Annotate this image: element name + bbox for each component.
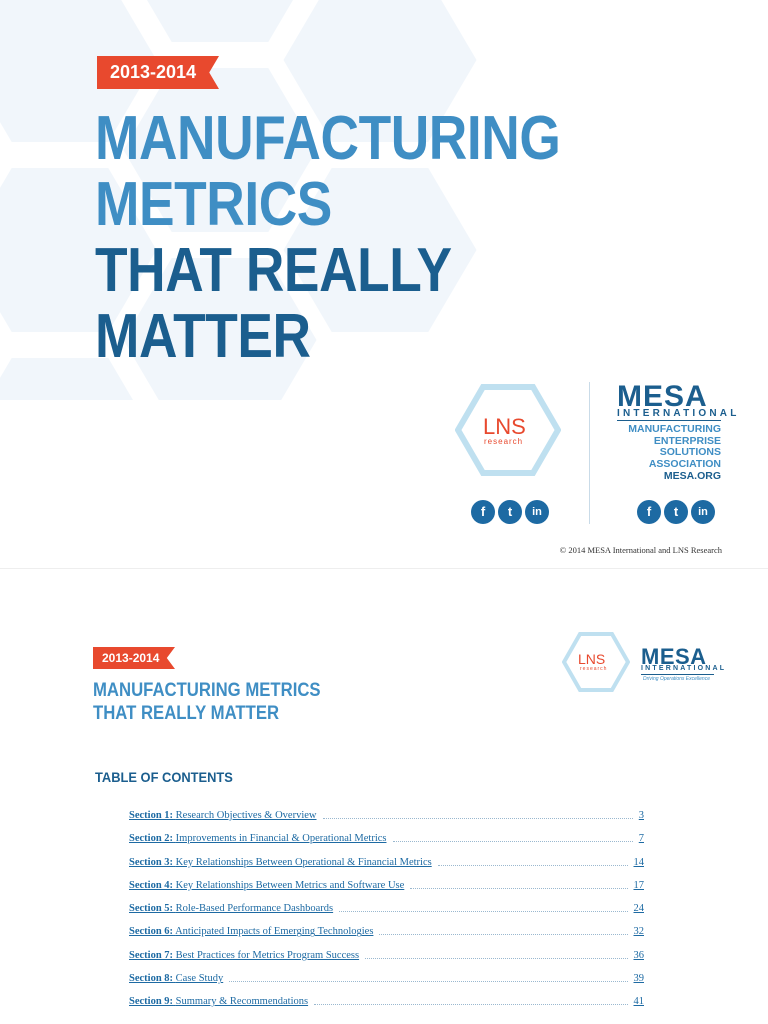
mesa-url[interactable]: MESA.ORG xyxy=(663,470,721,482)
cover-title-line-3: THAT REALLY MATTER xyxy=(95,236,451,371)
toc-link[interactable]: Section 5: Role-Based Performance Dashbo… xyxy=(129,902,333,916)
linkedin-icon[interactable]: in xyxy=(525,500,549,524)
toc-section-number: Section 9: xyxy=(129,996,174,1008)
toc-section-number: Section 7: xyxy=(129,949,174,961)
toc-section-number: Section 4: xyxy=(129,879,174,891)
logo-divider xyxy=(589,382,590,524)
toc-section-number: Section 3: xyxy=(129,856,174,868)
copyright-notice: © 2014 MESA International and LNS Resear… xyxy=(559,545,722,555)
toc-leader-dots xyxy=(379,925,628,936)
lns-research-logo: LNS research xyxy=(455,384,561,476)
toc-section-title: Key Relationships Between Metrics and So… xyxy=(175,879,405,891)
toc-leader-dots xyxy=(229,972,628,983)
toc-row: Section 4: Key Relationships Between Met… xyxy=(129,879,644,902)
linkedin-icon[interactable]: in xyxy=(691,500,715,524)
toc-page-number[interactable]: 24 xyxy=(633,903,645,915)
toc-page-number[interactable]: 39 xyxy=(633,973,645,985)
toc-leader-dots xyxy=(437,856,628,866)
mesa-wordmark-small: MESA xyxy=(641,644,707,669)
lns-subtext: research xyxy=(484,437,524,446)
cover-title-line-1: MANUFACTURING xyxy=(95,104,561,173)
toc-link[interactable]: Section 1: Research Objectives & Overvie… xyxy=(129,809,317,823)
mesa-international-small: INTERNATIONAL xyxy=(641,665,727,672)
toc-leader-dots xyxy=(392,832,633,843)
toc-leader-dots xyxy=(365,949,628,959)
toc-leader-dots xyxy=(322,809,633,819)
toc-link[interactable]: Section 3: Key Relationships Between Ope… xyxy=(129,856,432,870)
toc-section-title: Summary & Recommendations xyxy=(175,996,309,1008)
toc-leader-dots xyxy=(339,902,628,913)
toc-row: Section 2: Improvements in Financial & O… xyxy=(129,832,644,855)
toc-page-title: MANUFACTURING METRICS THAT REALLY MATTER xyxy=(93,679,321,725)
toc-page-number[interactable]: 32 xyxy=(633,926,645,938)
toc-page-number[interactable]: 3 xyxy=(638,810,644,821)
toc-section-number: Section 1: xyxy=(129,810,174,821)
toc-section-title: Role-Based Performance Dashboards xyxy=(175,903,334,915)
mesa-description: MANUFACTURING ENTERPRISE SOLUTIONS ASSOC… xyxy=(628,423,721,470)
toc-page-title-line-1: MANUFACTURING METRICS xyxy=(93,680,321,701)
facebook-icon[interactable]: f xyxy=(471,500,495,524)
lns-hexagon-icon xyxy=(455,384,561,476)
cover-page: 2013-2014 MANUFACTURING METRICS THAT REA… xyxy=(0,0,740,555)
toc-row: Section 9: Summary & Recommendations 41 xyxy=(129,995,644,1018)
mesa-underline xyxy=(641,674,714,675)
toc-heading: TABLE OF CONTENTS xyxy=(95,769,233,785)
lns-subtext: research xyxy=(580,666,608,672)
toc-link[interactable]: Section 9: Summary & Recommendations xyxy=(129,995,308,1009)
toc-section-title: Key Relationships Between Operational & … xyxy=(175,856,432,868)
toc-row: Section 3: Key Relationships Between Ope… xyxy=(129,856,644,879)
lns-social-links: f t in xyxy=(471,500,549,524)
toc-link[interactable]: Section 2: Improvements in Financial & O… xyxy=(129,832,387,846)
mesa-desc-line: ENTERPRISE xyxy=(653,434,721,447)
twitter-icon[interactable]: t xyxy=(664,500,688,524)
toc-row: Section 5: Role-Based Performance Dashbo… xyxy=(129,902,644,925)
toc-row: Section 6: Anticipated Impacts of Emergi… xyxy=(129,925,644,948)
toc-row: Section 7: Best Practices for Metrics Pr… xyxy=(129,949,644,972)
lns-research-logo-small: LNS research xyxy=(562,632,630,692)
toc-link[interactable]: Section 8: Case Study xyxy=(129,972,223,986)
mesa-underline xyxy=(617,420,721,421)
lns-wordmark: LNS xyxy=(578,651,606,667)
toc-page-number[interactable]: 17 xyxy=(633,879,645,891)
mesa-wordmark: MESA xyxy=(617,380,708,413)
toc-section-title: Case Study xyxy=(175,973,224,985)
mesa-desc-line: SOLUTIONS xyxy=(659,446,721,458)
cover-title-line-2: METRICS xyxy=(95,170,332,239)
toc-section-number: Section 5: xyxy=(129,903,174,915)
lns-hexagon-icon xyxy=(562,632,630,692)
table-of-contents: Section 1: Research Objectives & Overvie… xyxy=(129,809,644,1019)
toc-link[interactable]: Section 4: Key Relationships Between Met… xyxy=(129,879,404,893)
year-tag: 2013-2014 xyxy=(97,56,219,89)
toc-section-title: Anticipated Impacts of Emerging Technolo… xyxy=(175,926,374,938)
year-tag-small: 2013-2014 xyxy=(93,647,175,669)
toc-section-number: Section 8: xyxy=(129,973,174,985)
cover-title: MANUFACTURING METRICS THAT REALLY MATTER xyxy=(95,106,674,370)
mesa-desc-line: ASSOCIATION xyxy=(648,457,721,470)
mesa-international: INTERNATIONAL xyxy=(617,408,740,419)
toc-page-number[interactable]: 14 xyxy=(633,856,645,868)
toc-section-title: Best Practices for Metrics Program Succe… xyxy=(175,949,360,961)
lns-wordmark: LNS xyxy=(483,414,526,439)
mesa-tagline: Driving Operations Excellence xyxy=(643,676,710,682)
toc-leader-dots xyxy=(314,995,628,1006)
twitter-icon[interactable]: t xyxy=(498,500,522,524)
toc-section-number: Section 2: xyxy=(129,833,174,845)
toc-page-title-line-2: THAT REALLY MATTER xyxy=(93,703,280,724)
toc-link[interactable]: Section 6: Anticipated Impacts of Emergi… xyxy=(129,925,373,939)
toc-row: Section 1: Research Objectives & Overvie… xyxy=(129,809,644,832)
toc-page-number[interactable]: 7 xyxy=(638,833,644,845)
toc-section-title: Research Objectives & Overview xyxy=(175,810,317,821)
toc-page-number[interactable]: 41 xyxy=(633,996,645,1008)
mesa-social-links: f t in xyxy=(637,500,715,524)
toc-link[interactable]: Section 7: Best Practices for Metrics Pr… xyxy=(129,949,359,963)
toc-section-title: Improvements in Financial & Operational … xyxy=(175,833,387,845)
toc-row: Section 8: Case Study 39 xyxy=(129,972,644,995)
toc-section-number: Section 6: xyxy=(129,926,174,938)
facebook-icon[interactable]: f xyxy=(637,500,661,524)
page-separator xyxy=(0,568,768,608)
mesa-desc-line: MANUFACTURING xyxy=(628,423,721,435)
toc-leader-dots xyxy=(410,879,628,889)
toc-page-number[interactable]: 36 xyxy=(633,949,645,961)
